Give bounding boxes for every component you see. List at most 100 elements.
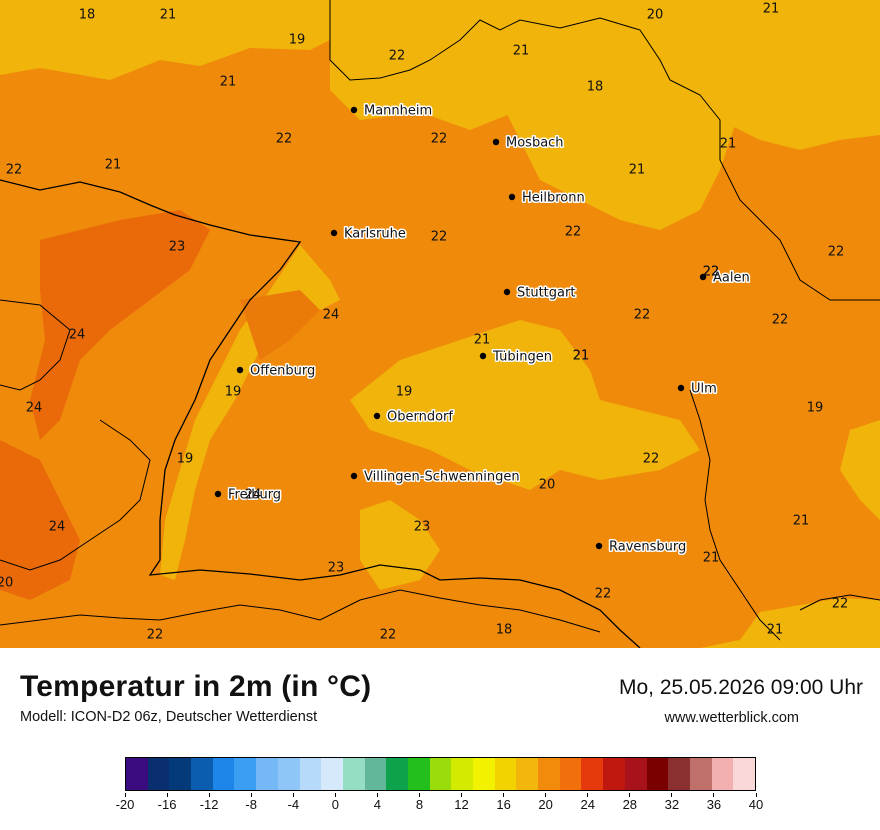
city-dot <box>503 288 511 296</box>
color-scale-tick-label: -16 <box>157 797 177 812</box>
city-marker[interactable]: Ulm <box>677 380 718 398</box>
color-scale-ticks: -20 -16 -12 -8 -4 0 4 8 12 16 20 24 28 32 36 40 <box>116 793 763 823</box>
temperature-label: 22 <box>6 163 23 178</box>
color-scale-swatch <box>191 758 213 790</box>
temperature-label: 19 <box>396 385 413 400</box>
city-dot <box>677 384 685 392</box>
color-scale-swatch <box>603 758 625 790</box>
color-scale-tick <box>124 793 126 797</box>
city-label: Aalen <box>713 271 750 286</box>
city-label: Tübingen <box>492 350 552 365</box>
temperature-label: 22 <box>276 132 293 147</box>
color-scale-swatch <box>342 758 365 790</box>
city-label: Ravensburg <box>609 540 686 555</box>
color-scale-tick-label: 32 <box>664 797 680 812</box>
city-dot <box>492 138 500 146</box>
city-marker[interactable]: Villingen-Schwenningen <box>350 468 521 486</box>
temperature-label: 22 <box>380 628 397 643</box>
color-scale-tick-label: 20 <box>538 797 553 812</box>
city-label: Freiburg <box>228 488 281 503</box>
city-marker[interactable]: Mannheim <box>350 102 434 120</box>
color-scale-swatch <box>451 758 473 790</box>
temperature-label: 22 <box>565 225 582 240</box>
city-marker[interactable]: Freiburg <box>214 486 283 504</box>
city-marker[interactable]: Stuttgart <box>503 284 577 302</box>
temperature-label: 22 <box>703 265 720 280</box>
color-scale-swatch <box>538 758 560 790</box>
temperature-label: 20 <box>647 8 664 23</box>
border-swiss-south <box>0 589 601 633</box>
city-marker[interactable]: Karlsruhe <box>330 225 407 243</box>
color-scale-tick-label: 4 <box>373 797 382 812</box>
city-dot <box>373 412 381 420</box>
color-scale-tick-label: 8 <box>415 797 424 812</box>
temperature-label: 24 <box>323 308 340 323</box>
color-scale-swatch <box>364 758 387 790</box>
website-link[interactable]: www.wetterblick.com <box>664 710 799 726</box>
city-marker[interactable]: Tübingen <box>479 348 554 366</box>
temperature-label: 21 <box>629 163 646 178</box>
color-scale-swatch <box>473 758 495 790</box>
city-marker[interactable]: Offenburg <box>236 362 317 380</box>
city-label: Ulm <box>691 382 717 397</box>
cool-field-upper-rhine <box>160 245 340 580</box>
temperature-label: 22 <box>634 308 651 323</box>
temperature-label: 23 <box>328 561 345 576</box>
city-label: Heilbronn <box>522 191 585 206</box>
temperature-map[interactable]: Mannheim Mosbach Heilbronn Karlsruhe Stu… <box>0 0 880 648</box>
cool-field-black-forest-south <box>360 500 440 590</box>
city-dot <box>595 542 603 550</box>
temperature-label: 19 <box>289 33 306 48</box>
color-scale-tick-label: -12 <box>199 797 219 812</box>
temperature-label: 19 <box>177 452 194 467</box>
color-scale-tick-label: 36 <box>706 797 722 812</box>
temperature-label: 21 <box>105 158 122 173</box>
color-scale-tick <box>418 793 420 797</box>
color-scale-swatch <box>321 758 343 790</box>
color-scale-tick <box>755 793 757 797</box>
border-west-upper <box>0 299 71 391</box>
color-scale-tick-label: 28 <box>622 797 638 812</box>
temperature-label: 21 <box>220 75 237 90</box>
temperature-label: 22 <box>703 265 720 280</box>
color-scale-tick <box>503 793 505 797</box>
color-scale-tick-label: 40 <box>748 797 764 812</box>
city-marker[interactable]: Oberndorf <box>373 408 455 426</box>
city-dot <box>330 229 338 237</box>
temperature-label: 21 <box>573 349 590 364</box>
temperature-label: 18 <box>79 8 96 23</box>
color-scale-swatch <box>299 758 322 790</box>
temperature-label: 20 <box>539 478 556 493</box>
city-marker[interactable]: Mosbach <box>492 134 565 152</box>
city-markers: Mannheim Mosbach Heilbronn Karlsruhe Stu… <box>214 102 751 556</box>
temperature-label: 21 <box>160 8 177 23</box>
temperature-label: 21 <box>767 623 784 638</box>
temperature-label: 24 <box>245 488 262 503</box>
color-scale-swatch <box>733 758 755 790</box>
city-dot <box>214 490 222 498</box>
color-scale-swatch <box>126 758 148 790</box>
hot-field-rhine-valley <box>240 290 320 360</box>
color-scale-swatch <box>646 758 669 790</box>
color-scale-tick-label: 24 <box>580 797 595 812</box>
map-title: Temperatur in 2m (in °C) <box>20 670 372 703</box>
temperature-label: 19 <box>807 401 824 416</box>
color-scale-tick <box>629 793 631 797</box>
color-scale-swatch <box>277 758 300 790</box>
city-marker[interactable]: Heilbronn <box>508 189 586 207</box>
color-scale-swatch <box>581 758 604 790</box>
color-scale-swatch <box>256 758 278 790</box>
temperature-label: 21 <box>720 137 737 152</box>
temperature-label: 22 <box>389 49 406 64</box>
temperature-label: 22 <box>643 452 660 467</box>
city-dot <box>479 352 487 360</box>
temperature-label: 22 <box>431 132 448 147</box>
city-dot <box>350 106 358 114</box>
color-scale-tick <box>292 793 294 797</box>
temperature-label: 18 <box>496 623 513 638</box>
temperature-label: 24 <box>26 401 43 416</box>
city-marker[interactable]: Ravensburg <box>595 538 688 556</box>
border-north <box>329 0 880 301</box>
color-scale-tick <box>166 793 168 797</box>
city-marker[interactable]: Aalen <box>699 269 751 287</box>
